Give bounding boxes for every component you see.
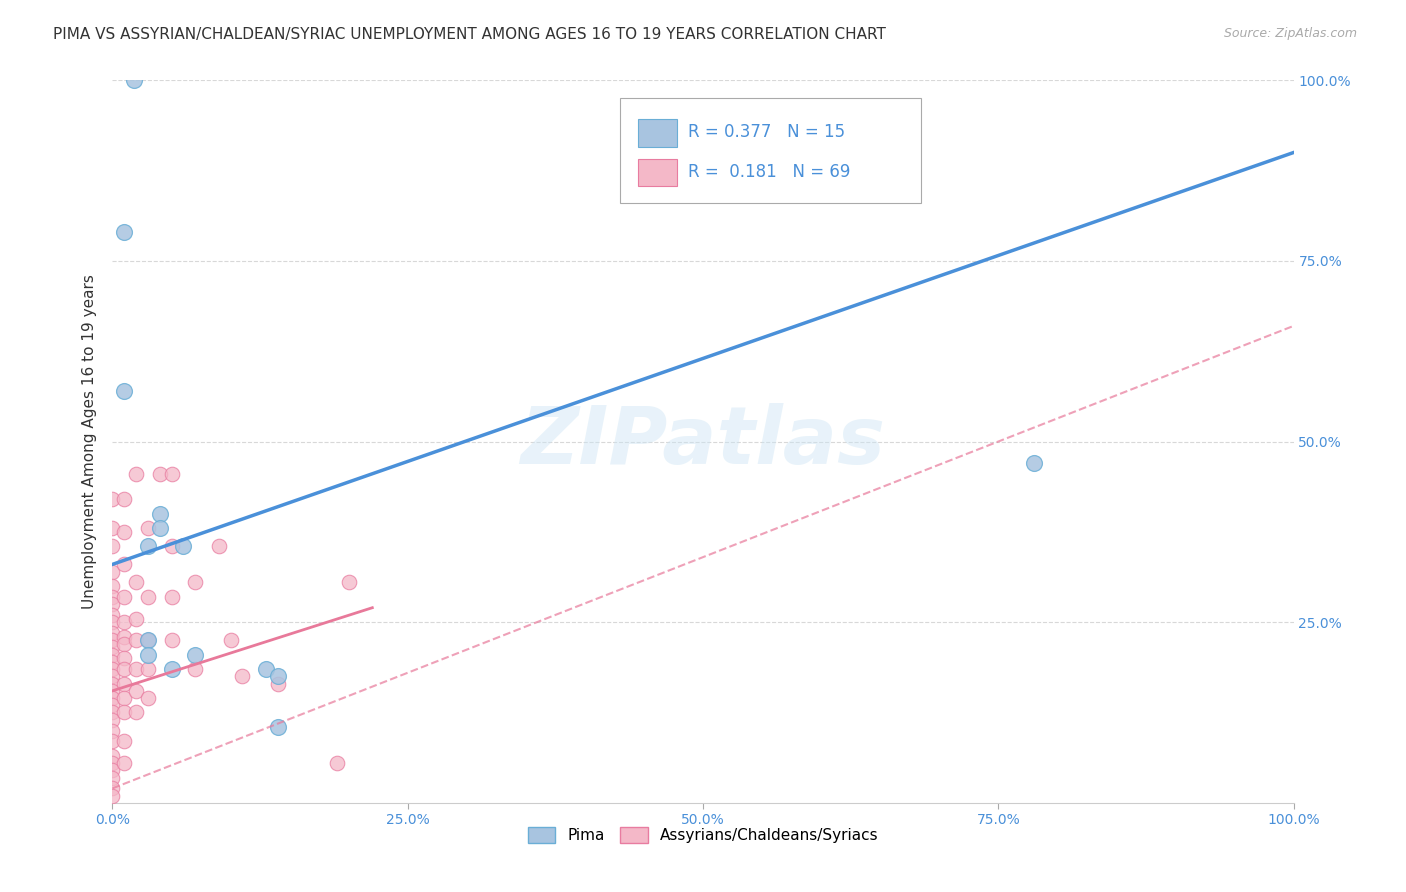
Point xyxy=(267,676,290,690)
Point xyxy=(125,683,148,698)
Point xyxy=(112,676,135,690)
Point xyxy=(101,633,124,648)
Point xyxy=(184,662,207,676)
FancyBboxPatch shape xyxy=(638,120,678,147)
Point xyxy=(112,756,135,770)
Y-axis label: Unemployment Among Ages 16 to 19 years: Unemployment Among Ages 16 to 19 years xyxy=(82,274,97,609)
Point xyxy=(112,615,135,630)
Point xyxy=(136,691,159,706)
Point xyxy=(101,669,124,683)
Point xyxy=(1022,456,1045,470)
Point xyxy=(101,492,124,507)
Point xyxy=(112,637,135,651)
Point xyxy=(184,575,207,590)
Point xyxy=(101,771,124,785)
Point xyxy=(125,467,148,481)
Point xyxy=(101,590,124,604)
Point xyxy=(112,524,135,539)
Point xyxy=(112,706,135,720)
Point xyxy=(125,662,148,676)
Point xyxy=(125,575,148,590)
Point xyxy=(160,539,183,553)
Point xyxy=(101,734,124,748)
Point xyxy=(136,633,159,648)
Point xyxy=(254,662,277,676)
Point xyxy=(112,590,135,604)
Point xyxy=(149,521,172,535)
Text: R =  0.181   N = 69: R = 0.181 N = 69 xyxy=(688,163,851,181)
Point xyxy=(337,575,360,590)
Point xyxy=(112,691,135,706)
Point xyxy=(136,662,159,676)
Point xyxy=(160,590,183,604)
FancyBboxPatch shape xyxy=(620,98,921,203)
Point xyxy=(172,539,194,553)
Point xyxy=(136,633,159,648)
Point xyxy=(101,706,124,720)
Point xyxy=(122,73,145,87)
Point xyxy=(101,626,124,640)
Text: Source: ZipAtlas.com: Source: ZipAtlas.com xyxy=(1223,27,1357,40)
Point xyxy=(101,748,124,763)
Point xyxy=(160,633,183,648)
Point xyxy=(112,734,135,748)
Point xyxy=(112,492,135,507)
Point xyxy=(219,633,242,648)
Point xyxy=(208,539,231,553)
Point xyxy=(101,713,124,727)
FancyBboxPatch shape xyxy=(638,159,678,186)
Point xyxy=(101,597,124,611)
Point xyxy=(101,764,124,778)
Point xyxy=(101,723,124,738)
Point xyxy=(136,521,159,535)
Point xyxy=(101,698,124,713)
Point xyxy=(101,662,124,676)
Point xyxy=(101,781,124,796)
Text: ZIPatlas: ZIPatlas xyxy=(520,402,886,481)
Point xyxy=(101,648,124,662)
Point xyxy=(267,720,290,734)
Point xyxy=(101,676,124,690)
Point xyxy=(125,706,148,720)
Point xyxy=(112,630,135,644)
Point xyxy=(112,662,135,676)
Text: R = 0.377   N = 15: R = 0.377 N = 15 xyxy=(688,123,845,141)
Point xyxy=(101,756,124,770)
Point xyxy=(112,558,135,572)
Point xyxy=(101,565,124,579)
Legend: Pima, Assyrians/Chaldeans/Syriacs: Pima, Assyrians/Chaldeans/Syriacs xyxy=(522,822,884,849)
Point xyxy=(101,789,124,803)
Point xyxy=(160,662,183,676)
Point xyxy=(112,651,135,665)
Point xyxy=(160,467,183,481)
Point xyxy=(101,579,124,593)
Point xyxy=(267,669,290,683)
Point xyxy=(149,467,172,481)
Point xyxy=(136,648,159,662)
Point xyxy=(101,655,124,669)
Point xyxy=(125,633,148,648)
Point xyxy=(101,615,124,630)
Point xyxy=(101,683,124,698)
Point xyxy=(184,648,207,662)
Point xyxy=(231,669,253,683)
Point xyxy=(112,384,135,398)
Point xyxy=(136,590,159,604)
Point xyxy=(101,521,124,535)
Point xyxy=(101,691,124,706)
Text: PIMA VS ASSYRIAN/CHALDEAN/SYRIAC UNEMPLOYMENT AMONG AGES 16 TO 19 YEARS CORRELAT: PIMA VS ASSYRIAN/CHALDEAN/SYRIAC UNEMPLO… xyxy=(53,27,886,42)
Point xyxy=(101,607,124,622)
Point xyxy=(101,640,124,655)
Point xyxy=(112,225,135,239)
Point xyxy=(101,539,124,553)
Point xyxy=(326,756,349,770)
Point xyxy=(149,507,172,521)
Point xyxy=(125,611,148,625)
Point xyxy=(136,539,159,553)
